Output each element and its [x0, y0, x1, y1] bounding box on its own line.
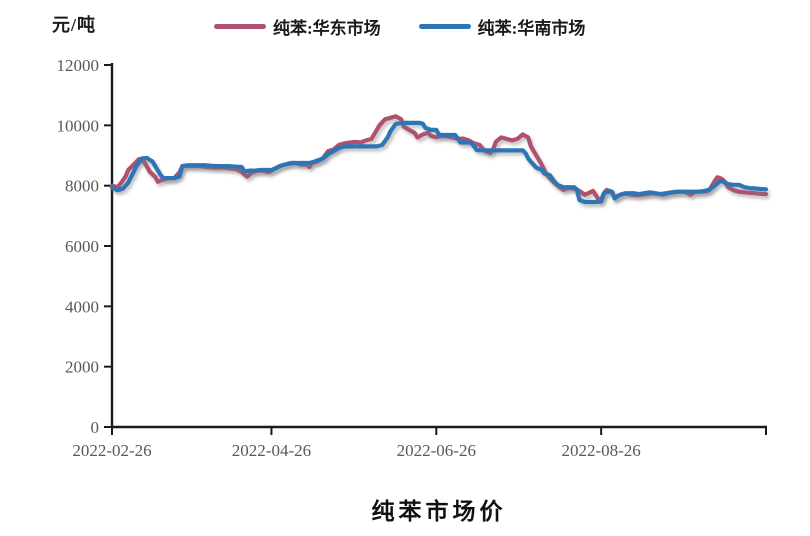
x-tick-label: 2022-02-26 — [72, 441, 151, 460]
y-axis-unit-label: 元/吨 — [52, 15, 97, 35]
y-tick-label: 2000 — [65, 358, 99, 377]
legend-label-huadong: 纯苯:华东市场 — [273, 19, 381, 38]
legend-swatch-huadong-icon — [214, 24, 266, 29]
y-tick-label: 0 — [91, 418, 100, 437]
series-line-huadong — [109, 114, 769, 203]
legend-item-huadong: 纯苯:华东市场 — [214, 14, 381, 39]
y-tick-label: 6000 — [65, 237, 99, 256]
y-tick-label: 10000 — [57, 116, 100, 135]
legend-swatch-huanan-icon — [418, 24, 471, 29]
y-tick-label: 4000 — [65, 297, 99, 316]
x-tick-label: 2022-04-26 — [232, 441, 311, 460]
y-tick-label: 8000 — [65, 177, 99, 196]
legend-item-huanan: 纯苯:华南市场 — [418, 14, 586, 39]
legend-label-huanan: 纯苯:华南市场 — [477, 19, 586, 38]
chart-legend: 纯苯:华东市场 纯苯:华南市场 — [214, 14, 585, 39]
series-line-huanan — [109, 120, 769, 205]
x-tick-label: 2022-06-26 — [397, 441, 476, 460]
chart-title: 纯苯市场价 — [371, 499, 507, 524]
x-tick-label: 2022-08-26 — [561, 441, 640, 460]
y-tick-label: 12000 — [57, 56, 100, 75]
